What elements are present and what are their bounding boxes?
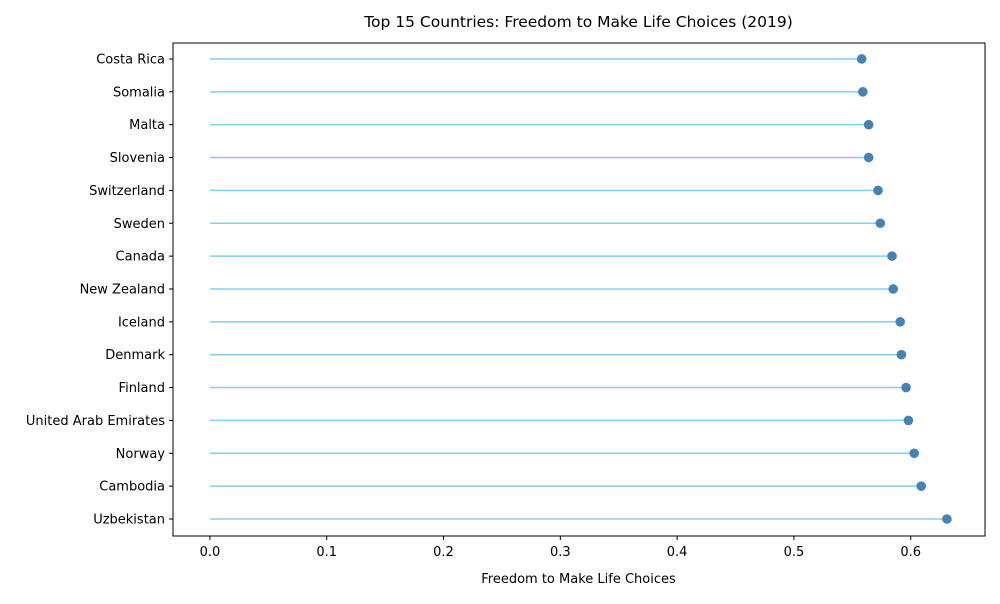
y-axis: Costa Rica Somalia Malta Slovenia Switzerlan… <box>26 52 173 528</box>
x-tick-label: 0.4 <box>667 545 688 560</box>
plot-area <box>172 42 986 537</box>
x-axis-label: Freedom to Make Life Choices <box>481 572 676 587</box>
y-tick-label: Uzbekistan <box>93 513 165 528</box>
lollipop-marker <box>916 481 927 491</box>
lollipop-marker <box>903 415 914 426</box>
lollipop-marker <box>858 87 868 97</box>
y-tick-label: Finland <box>119 381 165 396</box>
y-tick-label: Norway <box>116 447 166 462</box>
x-tick-label: 0.1 <box>316 545 337 560</box>
x-axis: 0.0 0.1 0.2 0.3 0.4 0.5 0.6 <box>200 536 921 560</box>
y-tick-label: United Arab Emirates <box>26 414 165 429</box>
x-tick-label: 0.6 <box>900 545 921 560</box>
x-tick-label: 0.5 <box>784 545 805 560</box>
lollipop-marker <box>863 119 874 130</box>
lollipop-marker <box>909 448 920 459</box>
y-tick-label: Malta <box>129 118 165 133</box>
lollipop-marker <box>888 284 898 294</box>
y-tick-label: Somalia <box>113 85 165 100</box>
lollipop-marker <box>887 251 897 261</box>
y-tick-label: Iceland <box>118 315 165 330</box>
y-tick-label: New Zealand <box>80 282 165 297</box>
lollipop-marker <box>896 349 907 360</box>
plot-frame <box>172 42 986 537</box>
lollipop-marker <box>895 317 906 327</box>
lollipop-marker <box>942 514 952 524</box>
x-tick-label: 0.0 <box>200 545 221 560</box>
y-tick-label: Cambodia <box>99 480 165 495</box>
x-tick-label: 0.3 <box>550 545 571 560</box>
lollipop-marker <box>901 382 911 393</box>
lollipop-marker <box>875 218 886 229</box>
x-tick-label: 0.2 <box>433 545 454 560</box>
chart-title: Top 15 Countries: Freedom to Make Life C… <box>363 13 793 31</box>
y-tick-label: Sweden <box>114 217 165 232</box>
lollipop-marker <box>873 185 883 196</box>
y-tick-label: Switzerland <box>89 184 165 199</box>
lollipop-marker <box>863 152 874 163</box>
y-tick-label: Costa Rica <box>96 52 165 67</box>
y-tick-label: Canada <box>116 250 165 265</box>
y-tick-label: Denmark <box>105 348 165 363</box>
y-tick-label: Slovenia <box>110 151 165 166</box>
lollipop-marker <box>856 54 867 64</box>
